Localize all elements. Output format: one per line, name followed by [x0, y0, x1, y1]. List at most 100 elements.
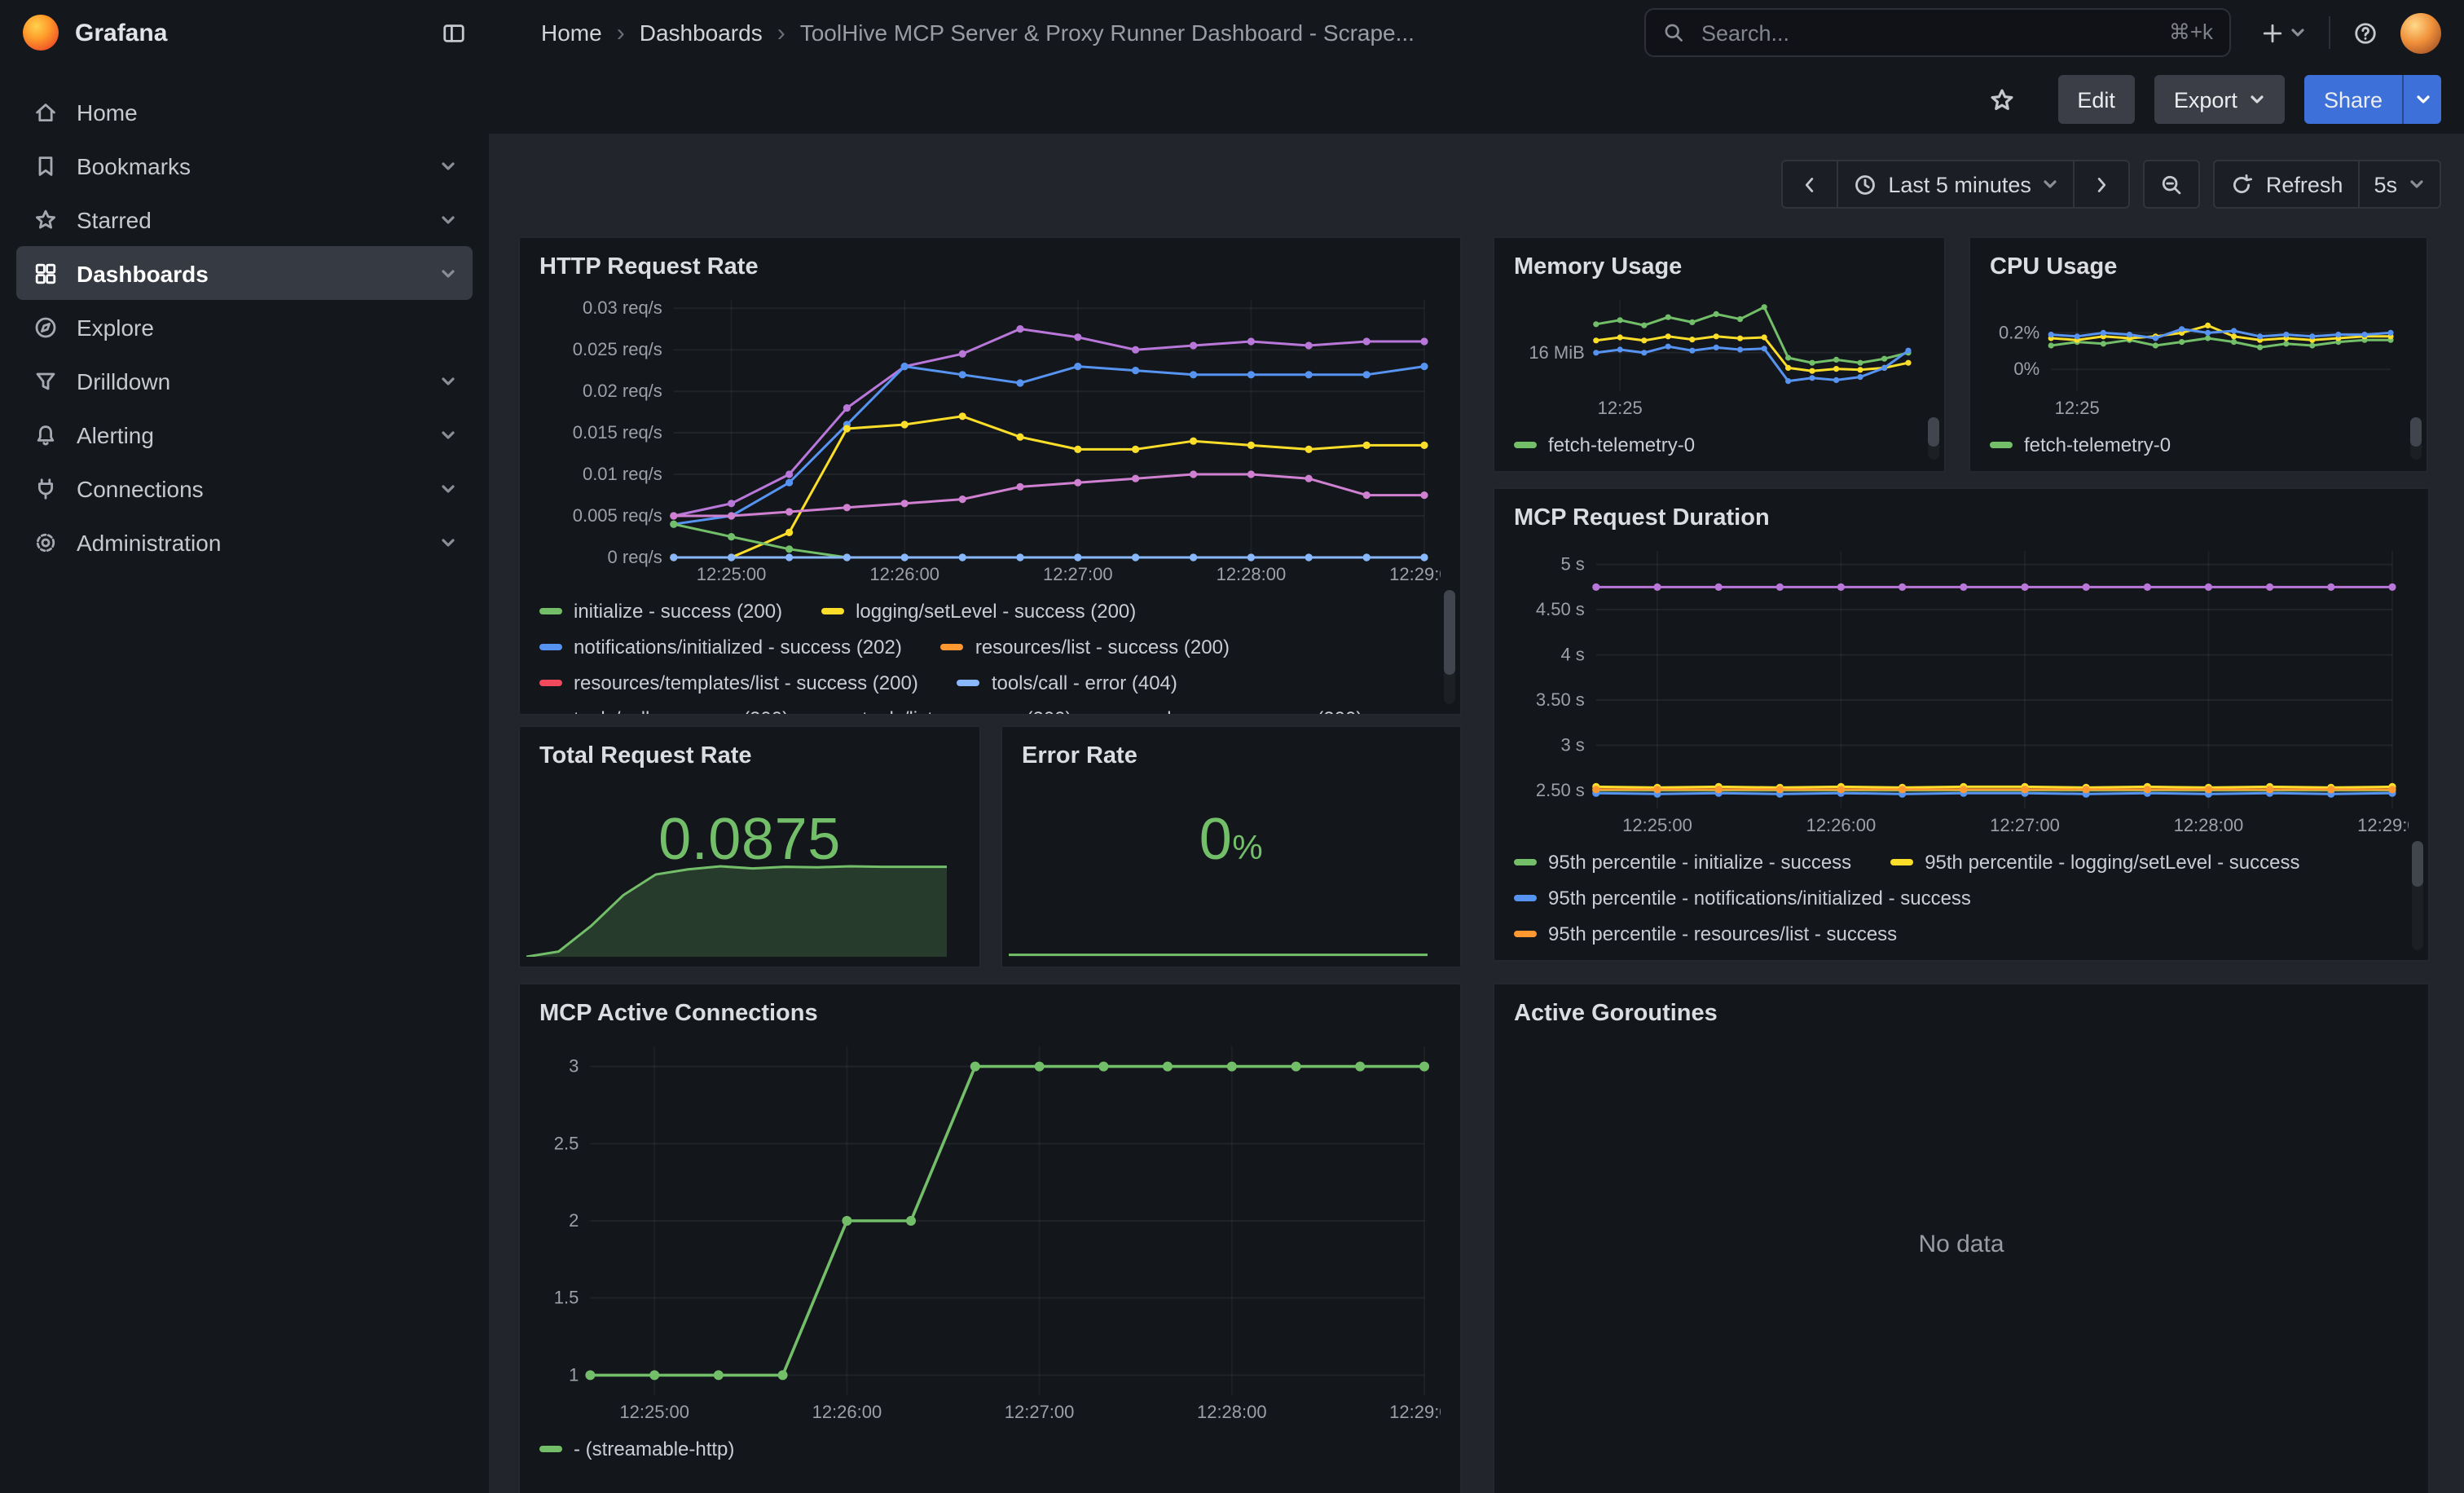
breadcrumb-home[interactable]: Home	[541, 20, 602, 46]
mcp-request-duration-chart[interactable]: 5 s4.50 s4 s3.50 s3 s2.50 s12:25:0012:26…	[1514, 541, 2409, 838]
export-button[interactable]: Export	[2154, 75, 2285, 124]
panel-mcp-active-connections: MCP Active Connections 32.521.5112:25:00…	[518, 983, 1462, 1493]
legend-series-label: initialize - success (200)	[574, 597, 782, 626]
user-avatar[interactable]	[2400, 12, 2441, 53]
panel-title[interactable]: CPU Usage	[1990, 251, 2407, 290]
legend-row: 95th percentile - initialize - success 95…	[1514, 848, 2409, 877]
legend-item[interactable]: - (streamable-http)	[539, 1434, 734, 1464]
sidebar-item-dashboards[interactable]: Dashboards	[16, 246, 473, 300]
legend-item[interactable]: logging/setLevel - success (200)	[821, 597, 1136, 626]
legend-item[interactable]: 95th percentile - resources/list - succe…	[1514, 919, 1897, 949]
mcp-active-connections-chart[interactable]: 32.521.5112:25:0012:26:0012:27:0012:28:0…	[539, 1037, 1441, 1425]
refresh-button[interactable]: Refresh	[2215, 161, 2358, 207]
sidebar-item-starred[interactable]: Starred	[16, 192, 473, 246]
http-request-rate-chart[interactable]: 0.03 req/s0.025 req/s0.02 req/s0.015 req…	[539, 290, 1441, 587]
svg-text:12:28:00: 12:28:00	[2174, 815, 2244, 835]
svg-text:12:29:00: 12:29:00	[1389, 1402, 1441, 1422]
home-icon	[33, 99, 59, 125]
legend-item[interactable]: 95th percentile - resources/templates/li…	[1514, 955, 1987, 962]
search-box[interactable]: ⌘+k	[1644, 8, 2231, 57]
sidebar-item-bookmarks[interactable]: Bookmarks	[16, 139, 473, 192]
memory-usage-chart[interactable]: 16 MiB12:25	[1514, 290, 1925, 421]
legend-series-color	[1890, 859, 1913, 865]
panel-title[interactable]: MCP Request Duration	[1514, 502, 2409, 541]
legend-row: - (streamable-http)	[539, 1434, 1441, 1464]
legend-item[interactable]: 95th percentile - initialize - success	[1514, 848, 1851, 877]
svg-text:0.005 req/s: 0.005 req/s	[573, 505, 662, 526]
panel-title[interactable]: MCP Active Connections	[539, 998, 1441, 1037]
legend-item[interactable]: notifications/initialized - success (202…	[539, 632, 902, 662]
legend-scrollbar[interactable]	[1444, 590, 1455, 704]
sidebar-item-drilldown[interactable]: Drilldown	[16, 354, 473, 407]
no-data-message: No data	[1494, 984, 2428, 1493]
sidebar-item-explore[interactable]: Explore	[16, 300, 473, 354]
help-button[interactable]	[2353, 20, 2378, 45]
legend-item[interactable]: tools/call - success (200)	[539, 704, 789, 716]
sidebar-item-home[interactable]: Home	[16, 85, 473, 139]
time-shift-back-button[interactable]	[1782, 161, 1836, 207]
legend-series-label: notifications/initialized - success (202…	[574, 632, 902, 662]
legend-item[interactable]: 95th percentile - notifications/initiali…	[1514, 883, 1971, 913]
panel-active-goroutines: Active Goroutines No data	[1493, 983, 2430, 1493]
legend-item[interactable]: fetch-telemetry-0	[1990, 430, 2171, 460]
scrollbar-thumb[interactable]	[2412, 841, 2423, 887]
legend-scrollbar[interactable]	[2410, 417, 2422, 460]
legend-scrollbar[interactable]	[2412, 841, 2423, 950]
brand-title[interactable]: Grafana	[75, 19, 167, 46]
panel-title[interactable]: Memory Usage	[1514, 251, 1925, 290]
panel-title[interactable]: Total Request Rate	[539, 740, 960, 779]
search-input[interactable]	[1698, 19, 2156, 46]
breadcrumb-current-dashboard: ToolHive MCP Server & Proxy Runner Dashb…	[800, 20, 1415, 46]
legend-item[interactable]: tools/call - error (404)	[957, 668, 1177, 698]
legend-row: 95th percentile - resources/list - succe…	[1514, 919, 2409, 949]
time-shift-forward-button[interactable]	[2074, 161, 2129, 207]
legend-row: fetch-telemetry-0	[1514, 430, 1925, 460]
refresh-interval-picker[interactable]: 5s	[2357, 161, 2440, 207]
legend-item[interactable]: resources/list - success (200)	[941, 632, 1230, 662]
legend-scrollbar[interactable]	[1928, 417, 1939, 460]
scrollbar-thumb[interactable]	[1444, 590, 1455, 675]
legend-item[interactable]: resources/templates/list - success (200)	[539, 668, 918, 698]
panel-title[interactable]: HTTP Request Rate	[539, 251, 1441, 290]
legend-item[interactable]: initialize - success (200)	[539, 597, 782, 626]
legend-item[interactable]: 95th percentile - logging/setLevel - suc…	[1890, 848, 2299, 877]
legend-series-color	[1514, 931, 1537, 937]
legend-series-color	[821, 608, 844, 614]
sidebar-item-label: Drilldown	[77, 368, 422, 394]
total-request-rate-stat: 0.0875	[539, 779, 960, 944]
panel-title[interactable]: Error Rate	[1022, 740, 1441, 779]
search-shortcut: ⌘+k	[2169, 20, 2213, 46]
cpu-usage-chart[interactable]: 0.2%0%12:25	[1990, 290, 2407, 421]
breadcrumb-dashboards[interactable]: Dashboards	[640, 20, 763, 46]
nav-sidebar: Home Bookmarks Starred Dashboards Explor…	[0, 65, 489, 1493]
sidebar-item-connections[interactable]: Connections	[16, 461, 473, 515]
sidebar-item-administration[interactable]: Administration	[16, 515, 473, 569]
legend-series-label: - (streamable-http)	[574, 1434, 734, 1464]
time-range-picker[interactable]: Last 5 minutes	[1836, 161, 2074, 207]
share-button[interactable]: Share	[2304, 75, 2402, 124]
legend-series-label: 95th percentile - notifications/initiali…	[1548, 883, 1971, 913]
svg-text:12:25:00: 12:25:00	[697, 564, 767, 584]
scrollbar-thumb[interactable]	[1928, 417, 1939, 447]
sidebar-item-label: Administration	[77, 529, 422, 555]
sidebar-toggle-button[interactable]	[442, 20, 466, 45]
legend-series-label: fetch-telemetry-0	[2024, 430, 2171, 460]
scrollbar-thumb[interactable]	[2410, 417, 2422, 447]
zoom-out-button[interactable]	[2145, 161, 2199, 207]
legend-item[interactable]: fetch-telemetry-0	[1514, 430, 1695, 460]
share-menu-button[interactable]	[2402, 75, 2441, 124]
svg-text:12:25:00: 12:25:00	[1622, 815, 1692, 835]
dashboard-canvas: Last 5 minutes	[489, 134, 2464, 1493]
svg-text:3: 3	[569, 1056, 579, 1077]
legend-item[interactable]: tools/list - success (200)	[828, 704, 1071, 716]
favorite-star-button[interactable]	[1987, 86, 2015, 113]
share-button-label: Share	[2324, 87, 2383, 112]
legend-series-color	[1514, 859, 1537, 865]
edit-button[interactable]: Edit	[2057, 75, 2135, 124]
connections-legend: - (streamable-http)	[539, 1434, 1441, 1464]
legend-item[interactable]: unknown - success (200)	[1111, 704, 1363, 716]
svg-text:12:26:00: 12:26:00	[1806, 815, 1877, 835]
grafana-logo-icon[interactable]	[23, 15, 59, 51]
sidebar-item-alerting[interactable]: Alerting	[16, 407, 473, 461]
add-new-button[interactable]	[2260, 20, 2306, 45]
